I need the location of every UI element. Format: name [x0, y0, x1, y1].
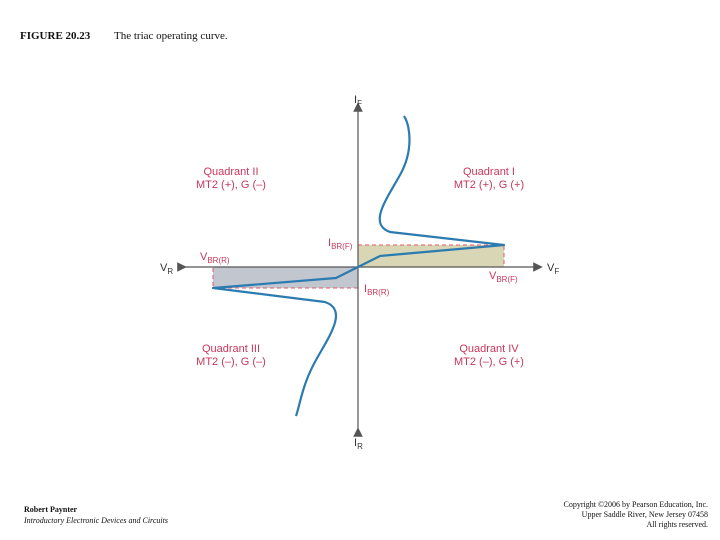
quadrant-iii-detail: MT2 (–), G (–) [196, 356, 266, 368]
quadrant-ii-detail: MT2 (+), G (–) [196, 179, 266, 191]
v-br-f-label: VBR(F) [489, 270, 518, 284]
copyright-notice: Copyright ©2006 by Pearson Education, In… [488, 500, 709, 530]
figure-number: FIGURE 20.23 [20, 30, 91, 42]
footer-credit: Robert Paynter Introductory Electronic D… [24, 504, 168, 526]
book-title: Introductory Electronic Devices and Circ… [24, 516, 168, 525]
reverse-characteristic-curve [211, 266, 359, 417]
quadrant-iv-name: Quadrant IV [459, 343, 519, 355]
y-axis-bottom-label: IR [354, 437, 363, 451]
quadrant-i-detail: MT2 (+), G (+) [454, 179, 524, 191]
i-br-f-label: IBR(F) [328, 237, 353, 251]
author-name: Robert Paynter [24, 505, 78, 514]
quadrant-ii-name: Quadrant II [203, 166, 258, 178]
i-br-r-label: IBR(R) [364, 283, 390, 297]
forward-region-fill [358, 245, 504, 267]
reverse-region-fill [213, 267, 358, 288]
copyright-line: All rights reserved. [646, 520, 708, 529]
x-axis-right-label: VF [547, 262, 559, 276]
x-axis-left-label: VR [160, 262, 173, 276]
copyright-line: Copyright ©2006 by Pearson Education, In… [563, 500, 709, 509]
figure-title: The triac operating curve. [114, 30, 228, 42]
quadrant-i-name: Quadrant I [463, 166, 515, 178]
quadrant-iv-detail: MT2 (–), G (+) [454, 356, 524, 368]
y-axis-top-label: IF [354, 94, 362, 108]
v-br-r-label: VBR(R) [200, 251, 230, 265]
forward-characteristic-curve [357, 115, 506, 268]
copyright-line: Upper Saddle River, New Jersey 07458 [581, 510, 708, 519]
quadrant-iii-name: Quadrant III [202, 343, 260, 355]
